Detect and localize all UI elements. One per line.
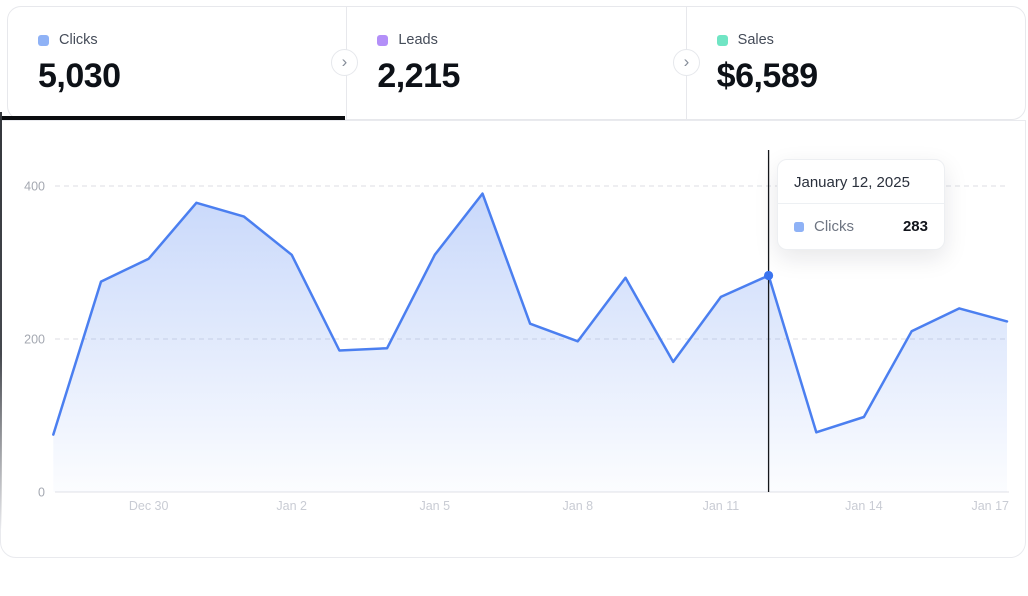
clicks-marker-icon (794, 221, 804, 232)
x-tick-label: Dec 30 (129, 499, 169, 513)
next-metric-button[interactable]: › (673, 49, 700, 76)
tooltip-divider (778, 203, 944, 204)
tab-clicks-label: Clicks (59, 32, 98, 48)
tab-leads[interactable]: Leads 2,215 (346, 7, 685, 119)
x-tick-label: Jan 8 (563, 499, 594, 513)
y-tick-label: 0 (38, 486, 45, 500)
chevron-right-icon: › (341, 52, 348, 71)
next-metric-button[interactable]: › (331, 49, 358, 76)
x-tick-label: Jan 14 (845, 499, 883, 513)
y-tick-label: 400 (24, 180, 45, 194)
x-tick-label: Jan 5 (419, 499, 450, 513)
tab-clicks[interactable]: Clicks 5,030 (8, 7, 346, 119)
tab-leads-value: 2,215 (377, 57, 460, 95)
active-point (763, 270, 774, 281)
chart-tooltip: January 12, 2025 Clicks 283 (777, 159, 945, 250)
card-left-edge (0, 112, 2, 552)
leads-marker-icon (377, 34, 389, 46)
y-tick-label: 200 (24, 333, 45, 347)
tab-clicks-value: 5,030 (38, 57, 121, 95)
x-tick-label: Jan 2 (276, 499, 307, 513)
x-tick-label: Jan 17 (971, 499, 1009, 513)
chevron-right-icon: › (683, 52, 690, 71)
tooltip-series-value: 283 (902, 218, 928, 235)
tab-sales-label: Sales (737, 32, 774, 48)
tab-sales-value: $6,589 (716, 57, 819, 95)
tooltip-date: January 12, 2025 (794, 174, 910, 191)
active-tab-indicator (2, 116, 345, 120)
metric-tabs: Clicks 5,030 Leads 2,215 Sales $6,589 (7, 6, 1026, 120)
tab-sales[interactable]: Sales $6,589 (685, 7, 1025, 119)
series-line (52, 192, 1009, 436)
x-tick-label: Jan 11 (703, 499, 740, 513)
clicks-marker-icon (38, 34, 49, 46)
clicks-area-chart[interactable]: 0 200 400 Dec 30 Jan 2 Jan 5 Jan 8 Jan 11 Jan 14… (1, 121, 1025, 557)
sales-marker-icon (716, 34, 728, 46)
tooltip-series-label: Clicks (814, 218, 854, 235)
tab-leads-label: Leads (398, 32, 438, 48)
